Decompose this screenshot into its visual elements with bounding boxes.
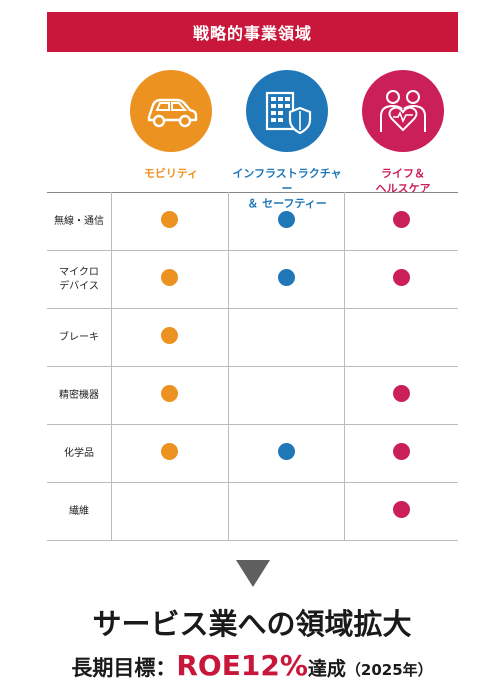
cell (111, 482, 229, 541)
goal-line: 長期目標：ROE12%達成（2025年） (0, 649, 504, 682)
cell (344, 308, 458, 367)
business-matrix: 無線・通信 マイクロ デバイス ブレーキ 精密機器 化学品 (47, 192, 458, 541)
area-label: ライフ＆ ヘルスケア (375, 167, 431, 195)
cell (111, 250, 229, 309)
area-infrastructure-safety: インフラストラクチャー ＆ セーフティー (229, 60, 345, 211)
cell (111, 366, 229, 425)
mobility-dot (161, 269, 179, 286)
table-row: 繊維 (47, 482, 458, 541)
goal-suffix: 達成 (307, 658, 346, 680)
cell (227, 424, 346, 483)
cell (111, 308, 229, 367)
healthcare-dot (393, 269, 411, 286)
infrastructure-dot (277, 443, 295, 460)
down-arrow-icon (236, 560, 270, 587)
row-label: 繊維 (47, 482, 112, 541)
mobility-dot (161, 385, 179, 402)
healthcare-dot (393, 385, 411, 402)
cell (227, 366, 346, 425)
table-row: 無線・通信 (47, 192, 458, 251)
family-heart-icon (362, 70, 444, 152)
cell (344, 482, 458, 541)
cell (227, 250, 346, 309)
area-mobility: モビリティ (113, 60, 229, 181)
cell (227, 308, 346, 367)
cell (111, 424, 229, 483)
mobility-dot (161, 211, 179, 228)
building-shield-icon (246, 70, 328, 152)
infrastructure-dot (277, 269, 295, 286)
area-life-healthcare: ライフ＆ ヘルスケア (345, 60, 461, 196)
goal-year: （2025年） (345, 661, 433, 679)
mobility-dot (161, 327, 179, 344)
healthcare-dot (393, 211, 411, 228)
row-label: マイクロ デバイス (47, 250, 112, 309)
healthcare-dot (393, 501, 411, 518)
cell (227, 482, 346, 541)
row-label: 精密機器 (47, 366, 112, 425)
goal-value: ROE12% (176, 649, 308, 682)
table-row: ブレーキ (47, 308, 458, 367)
infrastructure-dot (277, 211, 295, 228)
area-label: モビリティ (143, 167, 199, 180)
table-row: 化学品 (47, 424, 458, 483)
table-row: マイクロ デバイス (47, 250, 458, 309)
cell (227, 192, 346, 251)
cell (111, 192, 229, 251)
goal-label: 長期目標： (71, 656, 177, 680)
table-row: 精密機器 (47, 366, 458, 425)
row-label: 無線・通信 (47, 192, 112, 251)
section-title: 戦略的事業領域 (47, 12, 458, 52)
headline: サービス業への領域拡大 (92, 607, 412, 641)
cell (344, 424, 458, 483)
healthcare-dot (393, 443, 411, 460)
row-label: ブレーキ (47, 308, 112, 367)
mobility-dot (161, 443, 179, 460)
row-label: 化学品 (47, 424, 112, 483)
cell (344, 366, 458, 425)
car-icon (130, 70, 212, 152)
cell (344, 192, 458, 251)
cell (344, 250, 458, 309)
